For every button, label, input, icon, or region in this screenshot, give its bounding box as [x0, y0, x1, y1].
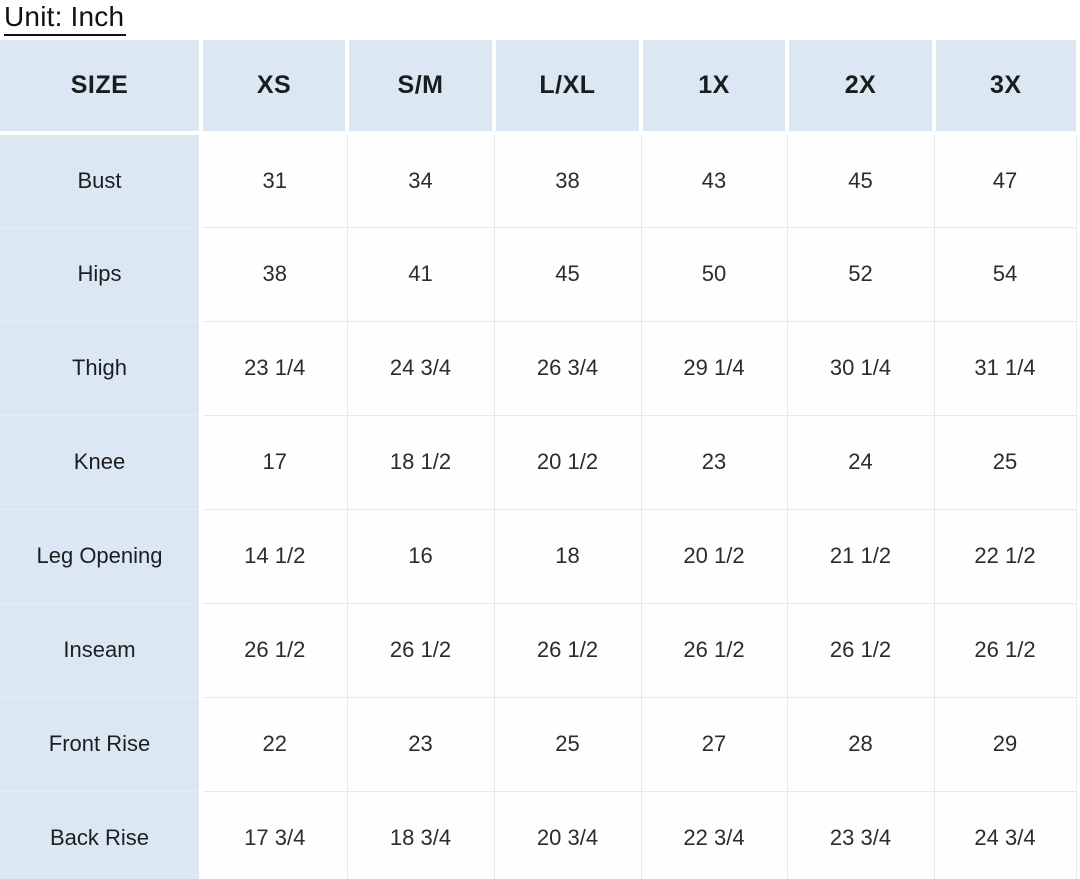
column-header-2x: 2X	[785, 40, 936, 135]
column-header-1x: 1X	[639, 40, 789, 135]
measurement-cell: 26 1/2	[346, 602, 495, 698]
measurement-cell: 30 1/4	[786, 320, 935, 416]
measurement-cell: 16	[346, 508, 495, 604]
row-label-back-rise: Back Rise	[0, 790, 203, 879]
table-row: Hips 38 41 45 50 52 54	[0, 226, 1077, 322]
measurement-cell: 26 1/2	[493, 602, 642, 698]
measurement-cell: 23 1/4	[200, 320, 348, 416]
measurement-cell: 26 1/2	[200, 602, 348, 698]
row-label-leg-opening: Leg Opening	[0, 508, 203, 604]
row-label-front-rise: Front Rise	[0, 696, 203, 792]
measurement-cell: 21 1/2	[786, 508, 935, 604]
table-row: Thigh 23 1/4 24 3/4 26 3/4 29 1/4 30 1/4 31 1/…	[0, 320, 1077, 416]
measurement-cell: 38	[200, 226, 348, 322]
table-row: Leg Opening 14 1/2 16 18 20 1/2 21 1/2 22 1/2	[0, 508, 1077, 604]
measurement-cell: 38	[493, 132, 642, 228]
measurement-cell: 27	[640, 696, 788, 792]
measurement-cell: 14 1/2	[200, 508, 348, 604]
measurement-cell: 24	[786, 414, 935, 510]
measurement-cell: 17	[200, 414, 348, 510]
row-label-thigh: Thigh	[0, 320, 203, 416]
measurement-cell: 45	[786, 132, 935, 228]
column-header-3x: 3X	[932, 40, 1077, 135]
measurement-cell: 26 1/2	[640, 602, 788, 698]
measurement-cell: 45	[493, 226, 642, 322]
measurement-cell: 25	[933, 414, 1077, 510]
table-row: Inseam 26 1/2 26 1/2 26 1/2 26 1/2 26 1/2 26 1…	[0, 602, 1077, 698]
table-row: Bust 31 34 38 43 45 47	[0, 132, 1077, 228]
measurement-cell: 23	[346, 696, 495, 792]
measurement-cell: 20 1/2	[640, 508, 788, 604]
row-label-knee: Knee	[0, 414, 203, 510]
measurement-cell: 43	[640, 132, 788, 228]
unit-title-bar: Unit: Inch	[0, 0, 1080, 40]
measurement-cell: 18	[493, 508, 642, 604]
column-header-s-m: S/M	[345, 40, 496, 135]
table-row: Knee 17 18 1/2 20 1/2 23 24 25	[0, 414, 1077, 510]
table-row: Front Rise 22 23 25 27 28 29	[0, 696, 1077, 792]
measurement-cell: 24 3/4	[933, 790, 1077, 879]
measurement-cell: 31	[200, 132, 348, 228]
measurement-cell: 17 3/4	[200, 790, 348, 879]
measurement-cell: 26 1/2	[786, 602, 935, 698]
measurement-cell: 41	[346, 226, 495, 322]
measurement-cell: 20 1/2	[493, 414, 642, 510]
measurement-cell: 34	[346, 132, 495, 228]
row-label-inseam: Inseam	[0, 602, 203, 698]
column-header-l-xl: L/XL	[492, 40, 643, 135]
row-label-bust: Bust	[0, 132, 203, 228]
column-header-size: SIZE	[0, 40, 203, 135]
measurement-cell: 22 3/4	[640, 790, 788, 879]
measurement-cell: 29 1/4	[640, 320, 788, 416]
measurement-cell: 31 1/4	[933, 320, 1077, 416]
measurement-cell: 54	[933, 226, 1077, 322]
column-header-xs: XS	[199, 40, 349, 135]
measurement-cell: 28	[786, 696, 935, 792]
measurement-cell: 29	[933, 696, 1077, 792]
unit-title: Unit: Inch	[4, 0, 127, 36]
measurement-cell: 18 1/2	[346, 414, 495, 510]
measurement-cell: 22	[200, 696, 348, 792]
measurement-cell: 26 1/2	[933, 602, 1077, 698]
size-chart-table: SIZE XS S/M L/XL 1X 2X 3X Bust 31 34 38 43 45 47 Hips…	[0, 40, 1077, 879]
measurement-cell: 47	[933, 132, 1077, 228]
measurement-cell: 26 3/4	[493, 320, 642, 416]
size-chart-body: Bust 31 34 38 43 45 47 Hips 38 41 45 50 52 54 Thigh 23 …	[0, 132, 1077, 879]
measurement-cell: 23	[640, 414, 788, 510]
measurement-cell: 52	[786, 226, 935, 322]
measurement-cell: 50	[640, 226, 788, 322]
header-row: SIZE XS S/M L/XL 1X 2X 3X	[0, 40, 1077, 135]
measurement-cell: 23 3/4	[786, 790, 935, 879]
measurement-cell: 24 3/4	[346, 320, 495, 416]
row-label-hips: Hips	[0, 226, 203, 322]
measurement-cell: 25	[493, 696, 642, 792]
table-row: Back Rise 17 3/4 18 3/4 20 3/4 22 3/4 23 3/4 2…	[0, 790, 1077, 879]
measurement-cell: 22 1/2	[933, 508, 1077, 604]
measurement-cell: 18 3/4	[346, 790, 495, 879]
measurement-cell: 20 3/4	[493, 790, 642, 879]
